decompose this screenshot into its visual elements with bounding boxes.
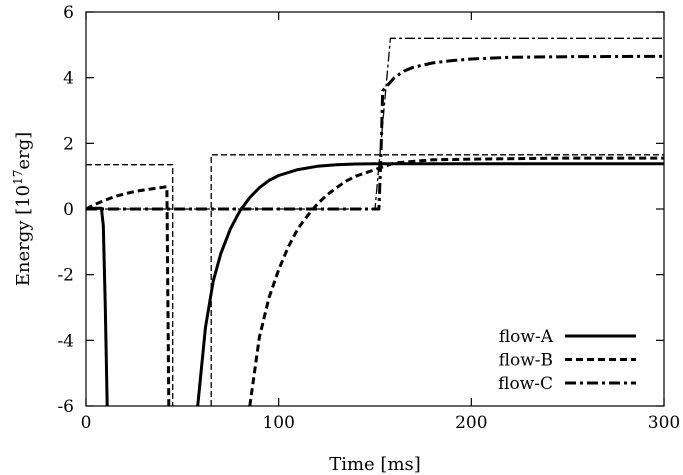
x-tick-label: 0 xyxy=(81,413,92,433)
legend-label: flow-A xyxy=(499,327,554,347)
y-tick-label: -2 xyxy=(57,266,74,286)
y-tick-label: 2 xyxy=(63,134,74,154)
ticks-layer: 0 100 200 300 -6 -4 -2 0 2 4 6 xyxy=(57,3,680,433)
series-flow-b-thin-line-1 xyxy=(86,164,174,406)
series-flow-a-line-1 xyxy=(86,206,109,406)
series-flow-b-line-1 xyxy=(86,185,171,406)
y-tick-label: 4 xyxy=(63,69,74,89)
y-axis-label-suffix: erg] xyxy=(13,132,34,170)
series-layer xyxy=(86,37,664,406)
y-axis-label-exponent: 17 xyxy=(11,170,25,185)
x-tick-label: 100 xyxy=(262,413,294,433)
y-tick-label: 0 xyxy=(63,200,74,220)
y-axis-label-prefix: Energy [10 xyxy=(13,185,34,286)
legend: flow-A flow-B flow-C xyxy=(498,327,636,394)
y-tick-label: -6 xyxy=(57,397,74,417)
legend-entry-flow-c: flow-C xyxy=(498,374,636,394)
x-tick-label: 300 xyxy=(648,413,680,433)
y-axis-label: Energy [1017erg] xyxy=(11,132,34,286)
y-tick-label: 6 xyxy=(63,3,74,23)
legend-label: flow-C xyxy=(498,374,553,394)
series-flow-c-thin-line-1 xyxy=(86,37,664,210)
legend-label: flow-B xyxy=(499,351,553,371)
series-flow-b-thin-line-2 xyxy=(210,154,664,406)
series-flow-a-line-2 xyxy=(196,162,664,406)
y-tick-label: -4 xyxy=(57,331,74,351)
x-axis-label: Time [ms] xyxy=(329,454,421,475)
x-tick-label: 200 xyxy=(455,413,487,433)
legend-entry-flow-b: flow-B xyxy=(499,351,636,371)
series-flow-b-line-2 xyxy=(248,156,664,406)
legend-entry-flow-a: flow-A xyxy=(499,327,636,347)
